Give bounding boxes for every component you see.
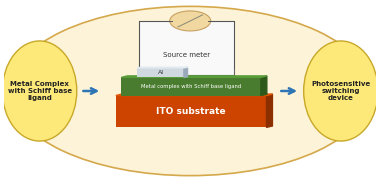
Bar xyxy=(137,68,184,77)
Polygon shape xyxy=(266,94,273,127)
Text: Source meter: Source meter xyxy=(163,52,210,58)
Bar xyxy=(139,21,234,75)
Text: Photosensitive
switching
device: Photosensitive switching device xyxy=(311,81,370,101)
Bar xyxy=(121,77,261,96)
Ellipse shape xyxy=(10,6,370,176)
Polygon shape xyxy=(184,67,187,77)
Circle shape xyxy=(170,11,211,31)
Ellipse shape xyxy=(2,41,77,141)
Text: Al: Al xyxy=(158,70,164,75)
Polygon shape xyxy=(121,76,267,77)
Polygon shape xyxy=(261,76,267,96)
Polygon shape xyxy=(116,94,273,96)
Ellipse shape xyxy=(304,41,378,141)
Text: Metal Complex
with Schiff base
ligand: Metal Complex with Schiff base ligand xyxy=(8,81,72,101)
Bar xyxy=(116,96,266,127)
Text: ITO substrate: ITO substrate xyxy=(156,107,226,116)
Polygon shape xyxy=(137,67,187,68)
Text: Metal complex with Schiff base ligand: Metal complex with Schiff base ligand xyxy=(141,84,241,89)
